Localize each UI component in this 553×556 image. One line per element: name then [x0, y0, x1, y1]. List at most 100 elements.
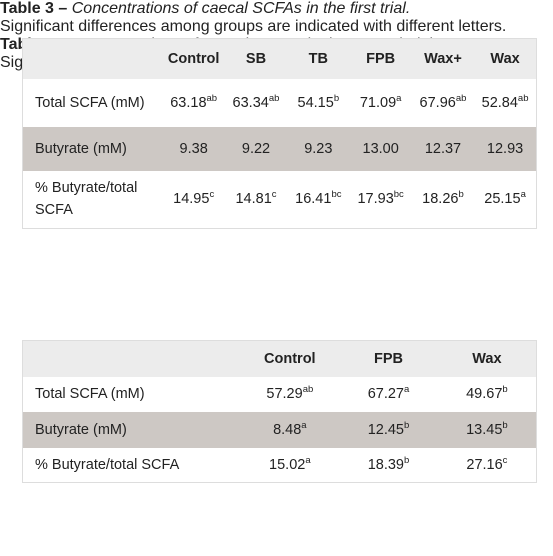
- table-label: Table 3 –: [0, 0, 68, 17]
- column-header: SB: [224, 38, 288, 79]
- cell-value: 54.15: [297, 94, 334, 111]
- column-header: Wax: [474, 38, 537, 79]
- cell: 27.16c: [438, 448, 537, 483]
- significance-letter: b: [333, 92, 340, 104]
- significance-letter: ab: [268, 92, 280, 104]
- significance-letter: bc: [331, 189, 342, 201]
- corner-cell: [22, 340, 241, 377]
- cell: 63.34ab: [225, 79, 287, 127]
- cell: 8.48a: [240, 411, 340, 448]
- cell-value: 49.67: [466, 386, 503, 402]
- cell: 12.37: [411, 126, 475, 171]
- cell: 9.22: [224, 126, 288, 171]
- cell: 63.18ab: [163, 79, 225, 127]
- cell: 13.00: [349, 126, 412, 171]
- table-row: % Butyrate/total SCFA 15.02a 18.39b 27.16c: [23, 448, 537, 483]
- cell-value: 16.41: [295, 191, 332, 208]
- column-header: FPB: [339, 340, 438, 377]
- significance-letter: a: [520, 189, 526, 201]
- data-table: Control FPB Wax Total SCFA (mM) 57.29ab 67.27…: [22, 340, 537, 483]
- table-row: Butyrate (mM) 8.48a 12.45b 13.45b: [22, 411, 537, 448]
- row-label: Total SCFA (mM): [35, 94, 145, 111]
- corner-cell: [22, 38, 163, 79]
- cell-value: 9.22: [241, 140, 271, 157]
- cell-value: 18.39: [367, 456, 404, 473]
- table-row: Butyrate (mM) 9.38 9.22 9.23 13.00 12.37 12.93: [22, 126, 537, 171]
- significance-letter: a: [305, 454, 311, 466]
- cell-value: 25.15: [484, 191, 521, 208]
- cell: 16.41bc: [287, 171, 349, 229]
- cell-value: 63.34: [232, 94, 269, 111]
- header-row: Control SB TB FPB Wax+ Wax: [22, 38, 537, 79]
- column-header: TB: [287, 38, 350, 79]
- row-label: % Butyrate/total SCFA: [35, 456, 180, 473]
- significance-letter: a: [301, 419, 307, 431]
- cell-value: 14.81: [235, 191, 272, 208]
- significance-letter: b: [403, 454, 410, 466]
- column-header: Control: [240, 340, 340, 377]
- cell: 49.67b: [438, 377, 537, 412]
- header-row: Control FPB Wax: [22, 340, 537, 377]
- cell-value: 71.09: [359, 94, 397, 111]
- row-label: Total SCFA (mM): [35, 386, 145, 402]
- row-label: % Butyrate/total SCFA: [35, 180, 138, 219]
- cell-value: 13.45: [466, 421, 503, 438]
- significance-letter: a: [403, 384, 410, 395]
- table-note: Significant differences among groups are…: [0, 18, 507, 35]
- significance-letter: b: [403, 419, 410, 431]
- cell: 18.39b: [339, 448, 438, 483]
- significance-letter: c: [209, 189, 215, 201]
- table-row: % Butyrate/total SCFA 14.95c 14.81c 16.41bc…: [23, 171, 537, 229]
- significance-letter: ab: [302, 384, 314, 395]
- significance-letter: c: [271, 189, 277, 201]
- cell-value: 17.93: [357, 191, 394, 208]
- cell: 71.09a: [349, 79, 411, 127]
- cell-value: 14.95: [173, 191, 210, 208]
- table-caption: Concentrations of caecal SCFAs in the fi…: [71, 0, 411, 17]
- row-label: Butyrate (mM): [22, 411, 241, 448]
- cell: 17.93bc: [349, 171, 411, 229]
- cell: 14.81c: [225, 171, 287, 229]
- significance-letter: ab: [455, 92, 467, 104]
- column-header: Wax: [437, 340, 537, 377]
- cell-value: 52.84: [481, 94, 518, 111]
- cell: 9.23: [287, 126, 350, 171]
- column-header: Wax+: [411, 38, 475, 79]
- cell: 67.27a: [339, 377, 438, 412]
- cell: 18.26b: [412, 171, 474, 229]
- cell-value: 12.45: [367, 421, 404, 438]
- significance-letter: b: [502, 419, 508, 431]
- cell: 12.93: [474, 126, 537, 171]
- table-row: Total SCFA (mM) 63.18ab 63.34ab 54.15b 71.09…: [23, 79, 537, 127]
- cell: 9.38: [162, 126, 225, 171]
- column-header: Control: [162, 38, 225, 79]
- cell-value: 67.96: [419, 94, 456, 111]
- cell: 25.15a: [474, 171, 536, 229]
- cell: 12.45b: [339, 411, 438, 448]
- cell: 13.45b: [437, 411, 537, 448]
- cell-value: 9.23: [304, 140, 333, 157]
- significance-letter: ab: [517, 92, 529, 104]
- cell: 15.02a: [241, 448, 340, 483]
- cell: 14.95c: [163, 171, 225, 229]
- cell-value: 12.37: [424, 140, 462, 157]
- cell: 67.96ab: [412, 79, 474, 127]
- cell-value: 15.02: [269, 456, 306, 473]
- significance-letter: c: [502, 454, 508, 466]
- cell: 57.29ab: [241, 377, 340, 412]
- cell: 54.15b: [287, 79, 349, 127]
- cell-value: 13.00: [362, 140, 399, 157]
- data-table: Control SB TB FPB Wax+ Wax Total SCFA (mM) 63.1…: [22, 38, 537, 229]
- table-title: Table 3 – Concentrations of caecal SCFAs…: [0, 0, 553, 18]
- cell-value: 27.16: [466, 456, 503, 473]
- significance-letter: ab: [206, 92, 218, 104]
- cell-value: 12.93: [486, 140, 524, 157]
- cell-value: 8.48: [273, 421, 302, 438]
- cell: 52.84ab: [474, 79, 536, 127]
- cell-value: 57.29: [266, 386, 303, 402]
- document: Table 3 – Concentrations of caecal SCFAs…: [0, 0, 553, 483]
- cell-value: 9.38: [179, 140, 208, 157]
- significance-letter: b: [458, 189, 464, 201]
- significance-letter: b: [502, 384, 508, 395]
